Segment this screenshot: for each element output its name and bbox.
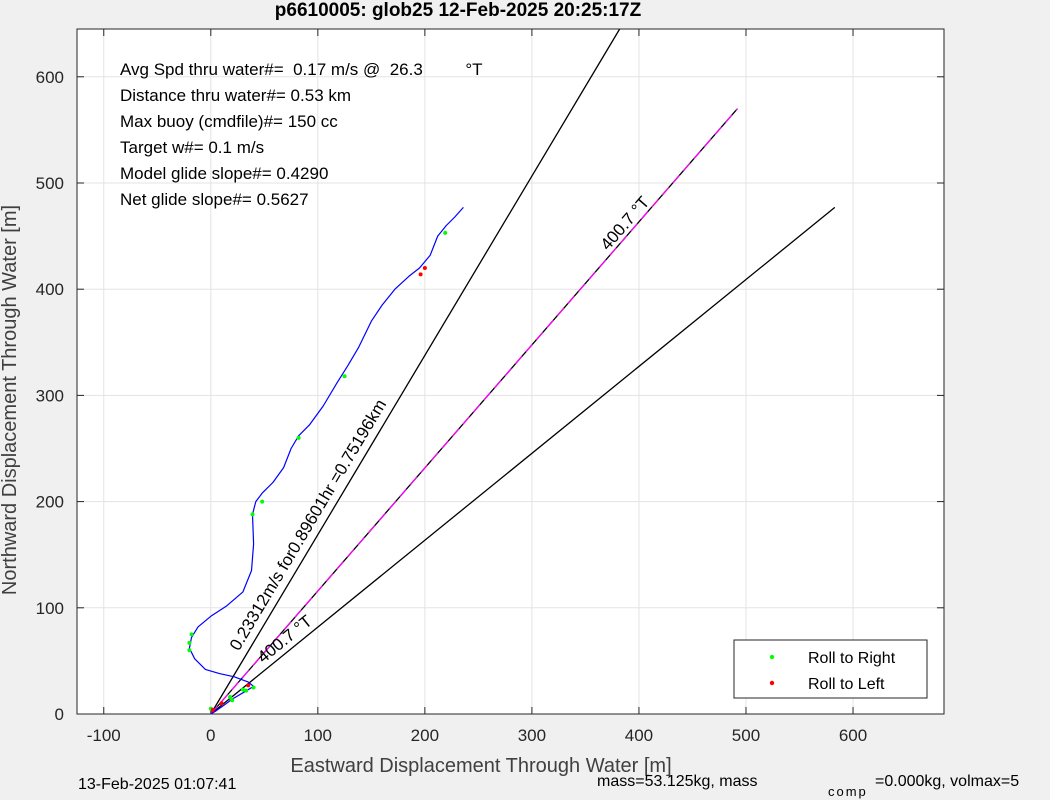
annotation-target-w: Target w#= 0.1 m/s: [120, 138, 264, 157]
x-axis-label: Eastward Displacement Through Water [m]: [290, 755, 671, 777]
x-tick-label: 0: [206, 726, 215, 745]
tick-labels: -100 0 100 200 300 400 500 600 0 100 200 300 400 500 6…: [36, 68, 868, 745]
roll-right-point: [189, 632, 194, 637]
x-tick-label: 300: [518, 726, 546, 745]
legend-label-roll-left: Roll to Left: [808, 676, 885, 693]
annotation-avg-speed: Avg Spd thru water#= 0.17 m/s @ 26.3 °T: [120, 60, 483, 79]
roll-right-point: [240, 687, 245, 692]
roll-right-point: [250, 512, 255, 517]
plot-frame: [76, 28, 945, 715]
y-tick-label: 300: [36, 386, 64, 405]
roll-left-point: [418, 272, 423, 277]
annotation-distance: Distance thru water#= 0.53 km: [120, 86, 351, 105]
footer-mass-comp: =0.000kg, volmax=5: [875, 773, 1019, 790]
y-tick-label: 200: [36, 493, 64, 512]
roll-right-point: [443, 230, 448, 235]
annotation-max-buoy: Max buoy (cmdfile)#= 150 cc: [120, 112, 338, 131]
legend-marker-roll-right: [769, 654, 775, 660]
x-tick-label: 400: [625, 726, 653, 745]
roll-right-point: [187, 640, 192, 645]
footer-mass-subscript: comp: [828, 784, 868, 799]
y-tick-label: 600: [36, 68, 64, 87]
x-tick-label: 200: [411, 726, 439, 745]
mid-line-dashed: [210, 108, 738, 715]
roll-left-point: [219, 701, 224, 706]
legend-marker-roll-left: [769, 680, 775, 686]
legend: Roll to Right Roll to Left: [733, 639, 928, 699]
roll-left-point: [246, 683, 251, 688]
roll-right-point: [296, 435, 301, 440]
x-tick-label: 600: [839, 726, 867, 745]
roll-right-point: [260, 499, 265, 504]
roll-right-point: [251, 685, 256, 690]
x-tick-label: 100: [304, 726, 332, 745]
roll-left-point: [422, 265, 427, 270]
legend-label-roll-right: Roll to Right: [808, 650, 896, 667]
track-line: [188, 206, 464, 715]
y-tick-label: 400: [36, 280, 64, 299]
annotation-model-glide: Model glide slope#= 0.4290: [120, 164, 328, 183]
roll-right-point: [342, 374, 347, 379]
roll-markers: [187, 230, 448, 712]
roll-left-point: [210, 707, 215, 712]
chart-title: p6610005: glob25 12-Feb-2025 20:25:17Z: [275, 0, 642, 21]
plot-area: [77, 29, 944, 714]
heading-line: [210, 28, 621, 715]
reference-lines: [210, 28, 836, 715]
roll-right-point: [244, 688, 249, 693]
y-axis-label: Northward Displacement Through Water [m]: [0, 205, 21, 595]
track-group: [188, 206, 464, 715]
annotation-net-glide: Net glide slope#= 0.5627: [120, 190, 309, 209]
footer-timestamp: 13-Feb-2025 01:07:41: [78, 776, 236, 793]
x-tick-label: -100: [87, 726, 121, 745]
roll-right-point: [228, 695, 233, 700]
roll-right-point: [230, 698, 235, 703]
annotation-block: Avg Spd thru water#= 0.17 m/s @ 26.3 °T …: [120, 60, 483, 209]
y-tick-label: 0: [55, 705, 64, 724]
y-tick-label: 100: [36, 599, 64, 618]
x-tick-label: 500: [732, 726, 760, 745]
y-tick-label: 500: [36, 174, 64, 193]
lower-line: [210, 206, 836, 715]
roll-right-point: [187, 648, 192, 653]
legend-box: [733, 639, 928, 699]
footer-mass: mass=53.125kg, mass: [597, 773, 758, 790]
